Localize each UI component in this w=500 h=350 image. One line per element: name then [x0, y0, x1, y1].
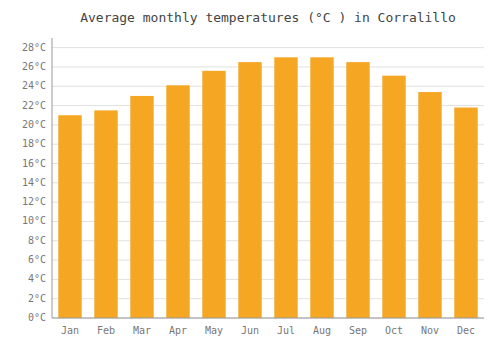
x-tick-label: May [205, 325, 223, 336]
x-tick-label: Jun [241, 325, 259, 336]
grid-line [52, 66, 484, 67]
bar [130, 96, 153, 318]
background [0, 0, 500, 350]
bar [94, 110, 117, 318]
y-tick-label: 6°C [28, 254, 46, 265]
y-axis-line [52, 38, 53, 318]
bar [202, 71, 225, 318]
y-tick-label: 14°C [22, 177, 46, 188]
bar [58, 115, 81, 318]
bar [454, 108, 477, 318]
chart-container: Average monthly temperatures (°C ) in Co… [0, 0, 500, 350]
x-tick-label: Dec [457, 325, 475, 336]
y-tick-label: 4°C [28, 273, 46, 284]
y-tick-label: 10°C [22, 215, 46, 226]
y-tick-label: 16°C [22, 158, 46, 169]
x-axis-line [52, 318, 484, 319]
y-tick-label: 20°C [22, 119, 46, 130]
x-tick-label: Jan [61, 325, 79, 336]
grid [52, 48, 484, 318]
x-tick-label: Sep [349, 325, 367, 336]
x-tick-label: Oct [385, 325, 403, 336]
bar [166, 85, 189, 318]
y-tick-label: 8°C [28, 235, 46, 246]
bar [418, 92, 441, 318]
bar [238, 62, 261, 318]
x-axis: Jan Feb Mar Apr May Jun Jul Aug Sep Oct Nov Dec [52, 318, 484, 336]
x-tick-label: Nov [421, 325, 439, 336]
grid-line [52, 47, 484, 48]
x-tick-label: Feb [97, 325, 115, 336]
x-tick-label: Aug [313, 325, 331, 336]
bar [382, 76, 405, 318]
bar [346, 62, 369, 318]
grid-line [52, 86, 484, 87]
chart: Average monthly temperatures (°C ) in Co… [0, 0, 500, 350]
y-tick-label: 24°C [22, 80, 46, 91]
title: Average monthly temperatures (°C ) in Co… [80, 10, 456, 25]
y-tick-label: 26°C [22, 61, 46, 72]
x-tick-label: Apr [169, 325, 187, 336]
grid-line [52, 318, 484, 319]
x-tick-label: Jul [277, 325, 295, 336]
y-tick-label: 2°C [28, 293, 46, 304]
y-axis: 0°C 2°C 4°C 6°C 8°C 10°C 12°C 14°C 16°C 18°C 20°C 2… [22, 38, 52, 323]
y-tick-label: 12°C [22, 196, 46, 207]
bar [274, 57, 297, 318]
x-tick-label: Mar [133, 325, 151, 336]
y-tick-label: 0°C [28, 312, 46, 323]
bars [58, 57, 477, 318]
y-tick-label: 22°C [22, 100, 46, 111]
y-tick-label: 18°C [22, 138, 46, 149]
y-tick-label: 28°C [22, 42, 46, 53]
bar [310, 57, 333, 318]
